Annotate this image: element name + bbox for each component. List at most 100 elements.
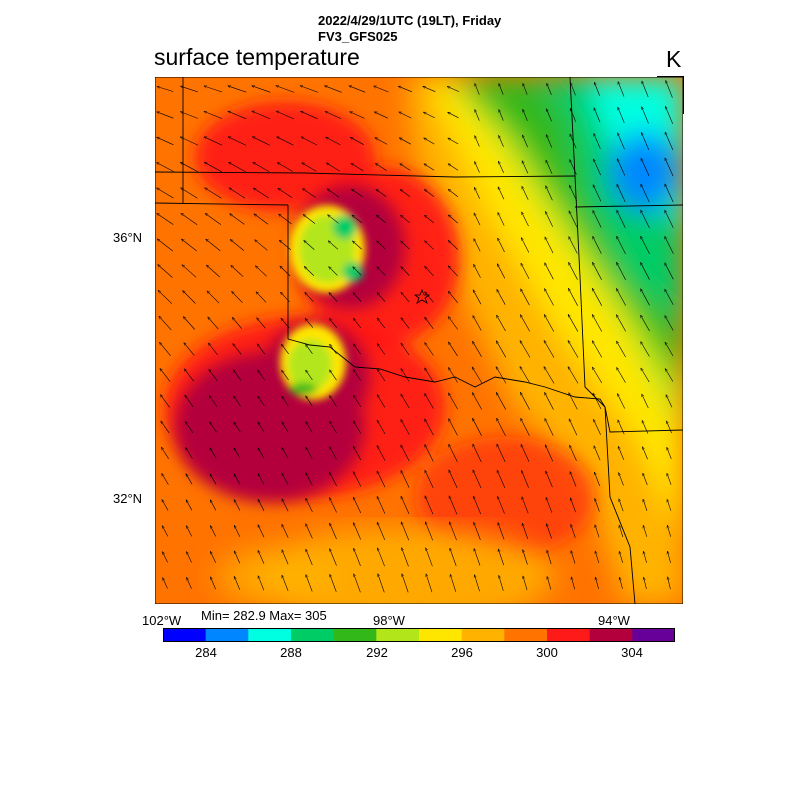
wind-vector-arrow xyxy=(350,137,364,145)
wind-vector-arrow xyxy=(182,265,197,278)
wind-vector-arrow xyxy=(324,86,342,93)
wind-vector-arrow xyxy=(186,448,193,459)
colorbar-swatch xyxy=(333,628,377,642)
wind-vector-arrow xyxy=(496,315,506,332)
wind-vector-arrow xyxy=(258,448,265,459)
wind-vector-arrow xyxy=(640,315,650,332)
wind-vector-arrow xyxy=(306,549,313,566)
wind-vector-arrow xyxy=(570,498,576,513)
wind-vector-arrow xyxy=(376,445,386,461)
wind-vector-arrow xyxy=(664,263,674,280)
wind-vector-arrow xyxy=(665,106,673,124)
wind-vector-arrow xyxy=(183,317,196,330)
wind-vector-arrow xyxy=(351,189,363,198)
wind-vector-arrow xyxy=(618,82,625,97)
wind-vector-arrow xyxy=(305,318,314,328)
wind-vector-arrow xyxy=(257,318,266,329)
units-label: K xyxy=(666,46,682,72)
wind-vector-arrow xyxy=(230,214,245,225)
wind-vector-arrow xyxy=(640,289,650,306)
wind-vector-arrow xyxy=(499,575,504,591)
wind-vector-arrow xyxy=(329,498,337,513)
wind-vector-arrow xyxy=(472,444,482,463)
wind-vector-arrow xyxy=(618,446,625,460)
wind-vector-arrow xyxy=(256,292,267,303)
wind-vector-arrow xyxy=(424,470,434,489)
wind-vector-arrow xyxy=(279,214,292,225)
wind-vector-arrow xyxy=(232,291,243,303)
wind-vector-arrow xyxy=(354,548,361,567)
wind-vector-arrow xyxy=(376,496,386,514)
wind-vector-arrow xyxy=(664,132,674,151)
wind-vector-arrow xyxy=(353,318,361,328)
wind-vector-arrow xyxy=(257,550,265,564)
wind-vector-arrow xyxy=(184,369,194,382)
wind-vector-arrow xyxy=(157,239,174,252)
wind-vector-arrow xyxy=(520,341,531,358)
colorbar-swatch xyxy=(163,628,207,642)
wind-vector-arrow xyxy=(233,500,241,511)
wind-vector-arrow xyxy=(209,500,217,511)
wind-vector-arrow xyxy=(592,185,602,202)
wind-vector-arrow xyxy=(523,576,528,591)
wind-vector-arrow xyxy=(640,184,650,203)
wind-vector-arrow xyxy=(472,290,482,305)
wind-vector-arrow xyxy=(377,369,386,382)
wind-vector-arrow xyxy=(205,213,222,225)
wind-vector-arrow xyxy=(158,290,173,304)
wind-vector-arrow xyxy=(667,473,672,485)
wind-vector-arrow xyxy=(376,522,386,541)
wind-vector-arrow xyxy=(329,523,337,540)
wind-vector-arrow xyxy=(523,109,528,121)
wind-vector-arrow xyxy=(184,343,195,356)
wind-vector-arrow xyxy=(377,241,386,250)
wind-vector-arrow xyxy=(475,109,480,121)
wind-vector-arrow xyxy=(643,551,647,563)
wind-vector-arrow xyxy=(180,86,198,93)
temperature-map xyxy=(155,77,683,604)
wind-vector-arrow xyxy=(301,136,318,146)
wind-vector-arrow xyxy=(498,523,505,540)
wind-vector-arrow xyxy=(351,163,364,172)
wind-vector-arrow xyxy=(496,418,506,437)
wind-vector-arrow xyxy=(595,525,600,538)
wind-vector-arrow xyxy=(594,82,600,97)
wind-vector-arrow xyxy=(160,395,170,408)
wind-vector-arrow xyxy=(401,318,410,329)
wind-vector-arrow xyxy=(475,83,480,95)
wind-vector-arrow xyxy=(643,525,648,537)
wind-vector-arrow xyxy=(424,419,434,436)
wind-vector-arrow xyxy=(352,215,363,224)
colorbar-swatch xyxy=(376,628,420,642)
colorbar-swatch xyxy=(461,628,505,642)
wind-vector-arrow xyxy=(210,474,217,485)
wind-vector-arrow xyxy=(498,549,504,566)
wind-vector-arrow xyxy=(568,367,579,384)
wind-vector-arrow xyxy=(156,162,174,172)
wind-vector-arrow xyxy=(521,212,529,227)
wind-vector-arrow xyxy=(591,288,603,306)
wind-vector-arrow xyxy=(230,239,245,251)
wind-vector-arrow xyxy=(522,135,528,148)
wind-vector-arrow xyxy=(326,136,341,146)
colorbar-swatch xyxy=(547,628,591,642)
wind-vector-arrow xyxy=(398,86,413,93)
wind-vector-arrow xyxy=(375,137,388,145)
map-title-datetime: 2022/4/29/1UTC (19LT), Friday xyxy=(318,13,502,28)
min-max-stats: Min= 282.9 Max= 305 xyxy=(201,608,327,623)
wind-vector-arrow xyxy=(161,421,170,434)
wind-vector-arrow xyxy=(520,263,530,280)
wind-vector-arrow xyxy=(426,574,433,593)
wind-vector-arrow xyxy=(498,161,504,174)
wind-vector-arrow xyxy=(305,524,313,539)
wind-vector-arrow xyxy=(666,421,672,434)
wind-vector-arrow xyxy=(400,189,411,197)
wind-vector-arrow xyxy=(593,446,601,461)
lon-label-94w: 94°W xyxy=(598,613,630,628)
lon-label-98w: 98°W xyxy=(373,613,405,628)
wind-vector-arrow xyxy=(521,161,529,174)
wind-vector-arrow xyxy=(353,344,361,355)
wind-vector-arrow xyxy=(281,524,289,538)
wind-vector-arrow xyxy=(617,394,625,409)
wind-vector-arrow xyxy=(233,396,241,407)
